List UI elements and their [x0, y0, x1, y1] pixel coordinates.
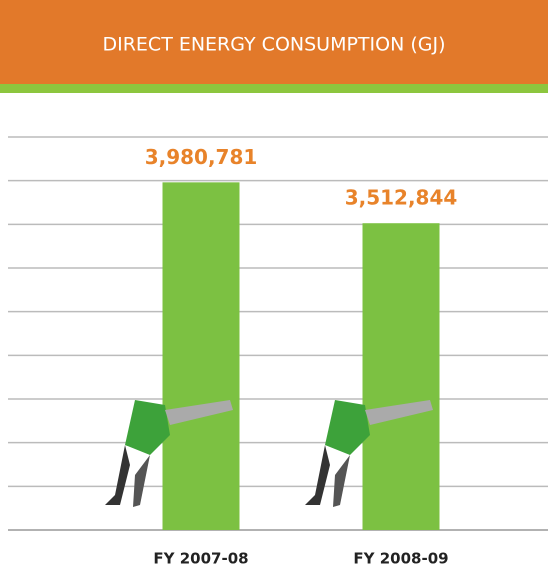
grid [8, 137, 548, 530]
bar [363, 223, 440, 530]
value-label: 3,980,781 [145, 145, 258, 169]
x-tick-label: FY 2007-08 [153, 550, 248, 568]
chart-title: DIRECT ENERGY CONSUMPTION (GJ) [102, 34, 445, 56]
x-tick-label: FY 2008-09 [353, 550, 448, 568]
chart: DIRECT ENERGY CONSUMPTION (GJ) 3,980,781… [0, 0, 548, 588]
page: DIRECT ENERGY CONSUMPTION (GJ) 3,980,781… [0, 0, 548, 588]
value-label: 3,512,844 [345, 186, 458, 210]
bar [163, 182, 240, 530]
title-underline [0, 84, 548, 93]
